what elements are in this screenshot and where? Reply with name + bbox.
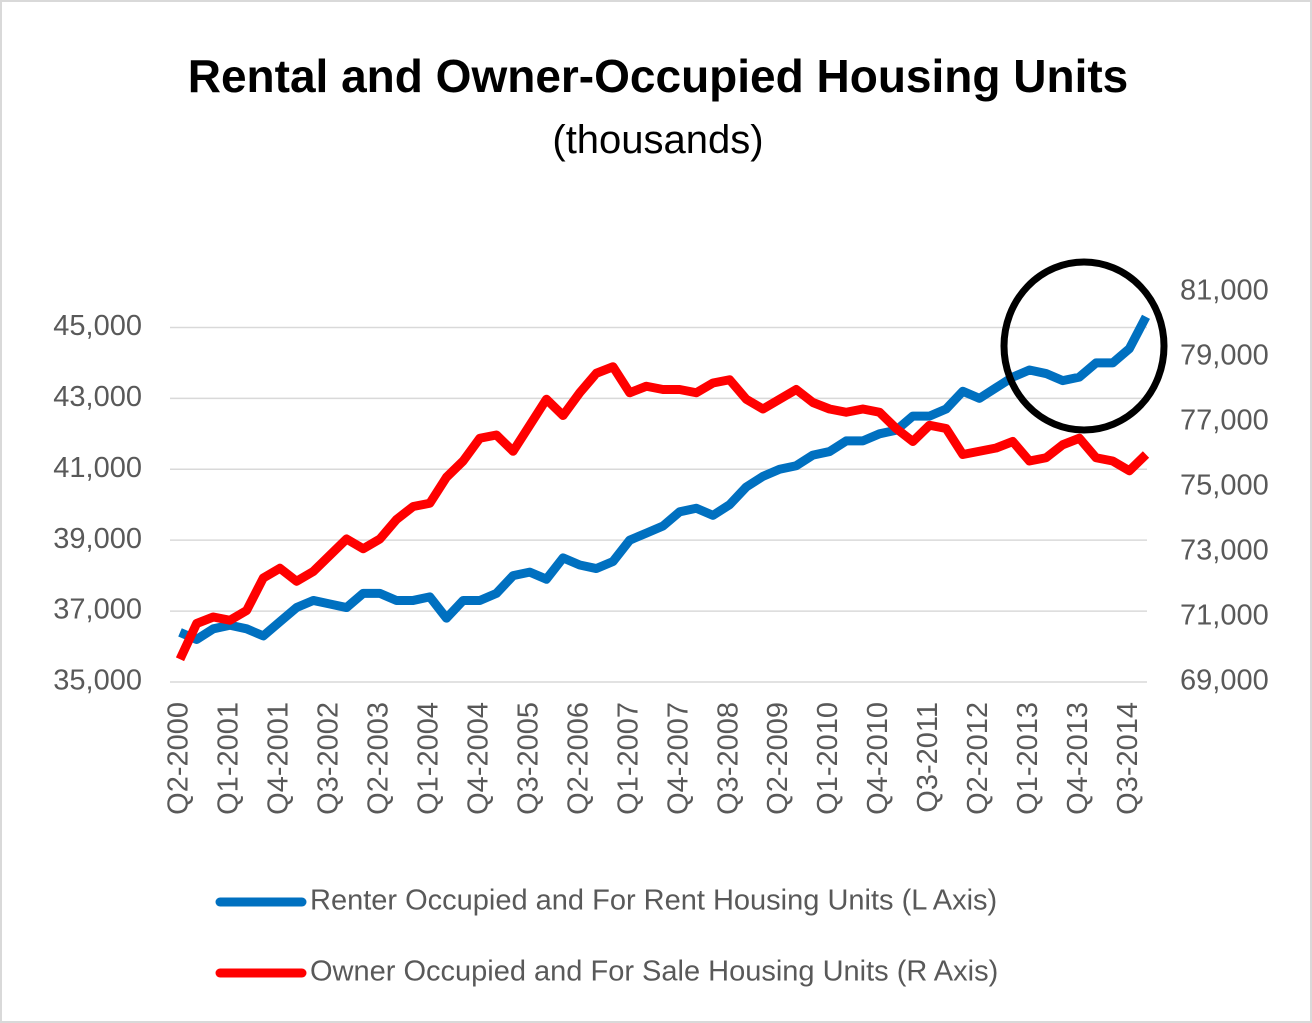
title-block: Rental and Owner-Occupied Housing Units … [2,42,1310,170]
x-tick-label: Q4-2010 [862,702,894,815]
x-tick-label: Q1-2013 [1012,702,1044,815]
x-tick-label: Q2-2006 [562,702,594,815]
y-tick-label: 41,000 [53,452,142,484]
chart-subtitle: (thousands) [552,118,764,162]
y2-tick-label: 71,000 [1180,600,1269,632]
legend-label: Owner Occupied and For Sale Housing Unit… [310,956,998,988]
y-tick-label: 45,000 [53,310,142,342]
series-line [178,314,1150,644]
y2-tick-label: 79,000 [1180,340,1269,372]
y-tick-label: 37,000 [53,594,142,626]
chart-title: Rental and Owner-Occupied Housing Units [187,50,1129,102]
x-tick-label: Q2-2000 [163,702,195,815]
x-tick-label: Q2-2003 [363,702,395,815]
x-tick-label: Q1-2001 [213,702,245,815]
y2-tick-label: 77,000 [1180,405,1269,437]
x-tick-label: Q4-2001 [263,702,295,815]
x-tick-label: Q4-2004 [462,702,494,815]
series-line [175,362,1150,662]
x-tick-label: Q2-2009 [762,702,794,815]
x-tick-label: Q1-2007 [612,702,644,815]
x-tick-label: Q3-2002 [313,702,345,815]
x-tick-label: Q4-2013 [1062,702,1094,815]
x-tick-label: Q1-2004 [412,702,444,815]
legend-label: Renter Occupied and For Rent Housing Uni… [310,885,997,917]
y2-tick-label: 75,000 [1180,470,1269,502]
y2-tick-label: 69,000 [1180,665,1269,697]
x-tick-label: Q2-2012 [962,702,994,815]
x-tick-label: Q3-2005 [512,702,544,815]
x-tick-label: Q3-2008 [712,702,744,815]
y2-tick-label: 81,000 [1180,275,1269,307]
y2-tick-label: 73,000 [1180,535,1269,567]
highlight-circle [1000,258,1168,434]
y-tick-label: 43,000 [53,381,142,413]
y-tick-label: 35,000 [53,665,142,697]
x-tick-label: Q1-2010 [812,702,844,815]
x-tick-label: Q3-2014 [1112,702,1144,815]
x-tick-label: Q4-2007 [662,702,694,815]
x-tick-label: Q3-2011 [912,702,944,813]
y-tick-label: 39,000 [53,523,142,555]
